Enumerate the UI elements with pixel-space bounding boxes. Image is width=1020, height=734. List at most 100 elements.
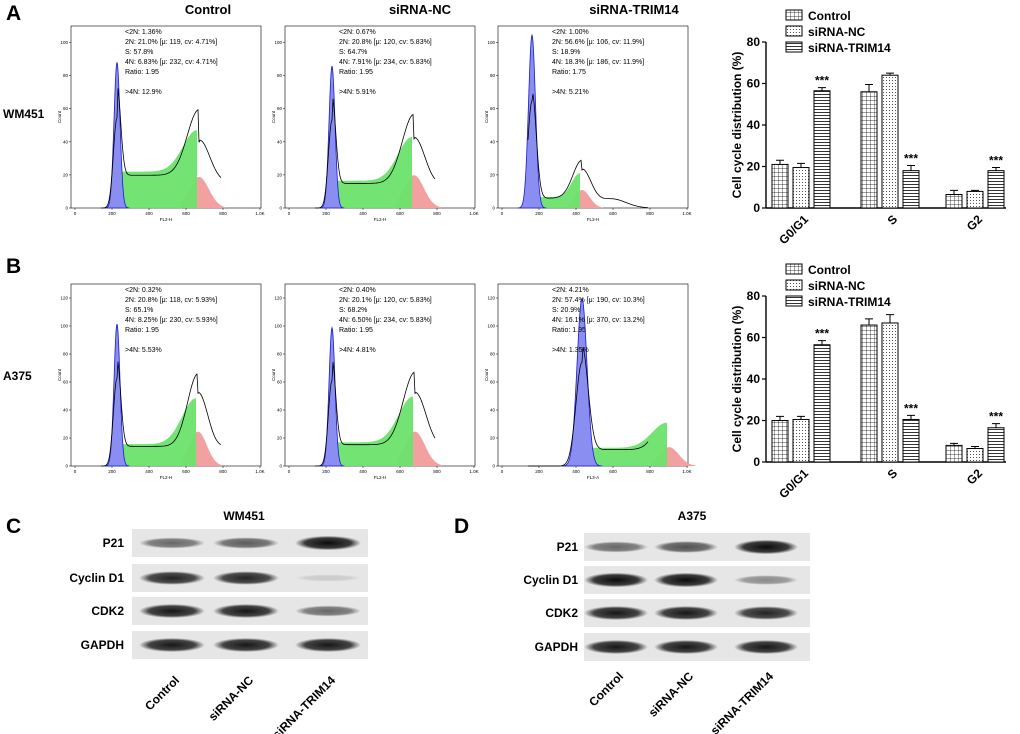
error-bar — [907, 414, 915, 420]
hist-y-tick: 0 — [279, 206, 282, 211]
hist-y-label: Count — [57, 110, 62, 123]
hist-stat-line: S: 20.9% — [552, 307, 580, 314]
hist-y-label: Count — [271, 110, 276, 123]
hist-x-tick: 0 — [501, 469, 504, 474]
hist-x-label: FL3-H — [587, 217, 600, 222]
bar-chart-b: 0 20 40 60 80 Cell cycle distribution (%) G0/G… — [726, 258, 1016, 501]
hist-stat-line: 2N: 20.1% [μ: 120, cv: 5.83%] — [339, 297, 432, 304]
histogram-a-sirna-nc: 0 200 400 600 800 1.0K 0 20 40 60 80 100 Count FL2-H <… — [269, 22, 479, 222]
y-tick-label: 20 — [747, 160, 761, 174]
hist-stat-line: S: 57.8% — [125, 49, 153, 56]
bar — [966, 190, 984, 209]
protein-band — [139, 537, 205, 549]
hist-stat-line: S: 18.9% — [552, 49, 580, 56]
error-bar — [886, 314, 894, 323]
hist-y-tick: 20 — [490, 172, 496, 177]
category-label: G2 — [964, 212, 985, 233]
error-bar — [797, 415, 805, 420]
hist-stat-line: 4N: 16.1% [μ: 370, cv: 13.2%] — [552, 317, 645, 324]
hist-y-tick: 60 — [490, 380, 496, 385]
column-title-sirna-nc: siRNA-NC — [388, 2, 452, 17]
hist-stat-line: <2N: 0.32% — [125, 287, 162, 294]
hist-stat-line: >4N: 1.35% — [552, 347, 589, 354]
hist-stat-line: <2N: 0.67% — [339, 29, 376, 36]
hist-x-tick: 200 — [322, 469, 330, 474]
hist-y-tick: 40 — [490, 139, 496, 144]
hist-x-tick: 600 — [182, 469, 190, 474]
error-bar — [818, 340, 826, 345]
protein-label: P21 — [557, 540, 579, 554]
hist-x-tick: 600 — [609, 211, 617, 216]
bar — [860, 324, 878, 463]
significance-marker: *** — [904, 401, 918, 415]
hist-x-tick: 800 — [219, 211, 227, 216]
hist-stat-line: Ratio: 1.95 — [552, 327, 586, 334]
y-tick-label: 60 — [747, 77, 761, 91]
hist-x-tick: 400 — [145, 211, 153, 216]
hist-y-tick: 40 — [63, 139, 69, 144]
protein-band — [213, 571, 279, 585]
significance-marker: *** — [815, 74, 829, 88]
hist-x-tick: 400 — [359, 211, 367, 216]
histogram-a-control: 0 200 400 600 800 1.0K 0 20 40 60 80 100 Count FL2-H <… — [55, 22, 265, 222]
g1-peak — [319, 326, 345, 467]
hist-y-tick: 80 — [63, 352, 69, 357]
legend-label: siRNA-TRIM14 — [808, 295, 891, 309]
hist-x-tick: 1.0K — [255, 211, 264, 216]
protein-band — [654, 639, 718, 655]
category-label: G0/G1 — [776, 466, 811, 501]
hist-x-tick: 1.0K — [682, 211, 691, 216]
protein-band — [213, 537, 279, 549]
bar — [792, 418, 810, 463]
error-bar — [950, 189, 958, 195]
error-bar — [865, 84, 873, 92]
bar — [881, 322, 899, 463]
hist-stat-line: <2N: 0.40% — [339, 287, 376, 294]
hist-y-tick: 100 — [274, 324, 282, 329]
error-bar — [886, 72, 894, 76]
hist-x-tick: 1.0K — [682, 469, 691, 474]
hist-y-tick: 20 — [63, 172, 69, 177]
error-bar — [776, 415, 784, 421]
y-axis-label: Cell cycle distribution (%) — [730, 306, 744, 453]
error-bar — [971, 445, 979, 449]
row-label-wm451: WM451 — [3, 107, 45, 121]
significance-marker: *** — [815, 327, 829, 341]
hist-y-tick: 0 — [492, 206, 495, 211]
bar — [945, 444, 963, 463]
hist-stat-line: <2N: 1.36% — [125, 29, 162, 36]
error-bar — [992, 167, 1000, 171]
hist-stat-line: >4N: 4.81% — [339, 347, 376, 354]
y-tick-label: 40 — [747, 118, 761, 132]
protein-band — [295, 535, 361, 551]
hist-stat-line: Ratio: 1.95 — [125, 69, 159, 76]
protein-band — [139, 603, 205, 619]
s-phase-region — [334, 396, 413, 466]
hist-x-tick: 400 — [572, 211, 580, 216]
hist-stat-line: 2N: 20.8% [μ: 120, cv: 5.83%] — [339, 39, 432, 46]
hist-y-tick: 40 — [490, 408, 496, 413]
legend-label: siRNA-TRIM14 — [808, 41, 891, 55]
hist-x-label: FL2-H — [160, 217, 173, 222]
bar — [902, 418, 920, 463]
hist-y-tick: 20 — [277, 436, 283, 441]
protein-label: CDK2 — [545, 606, 578, 620]
protein-label: CDK2 — [91, 604, 124, 618]
legend-label: siRNA-NC — [808, 25, 866, 39]
protein-band — [295, 574, 361, 582]
hist-y-tick: 60 — [277, 106, 283, 111]
column-title-sirna-trim14: siRNA-TRIM14 — [589, 2, 679, 17]
hist-frame — [284, 283, 476, 467]
protein-band — [654, 541, 718, 553]
lane-label: siRNA-NC — [646, 669, 697, 720]
hist-y-tick: 80 — [277, 352, 283, 357]
error-bar — [776, 159, 784, 165]
bar — [813, 90, 831, 209]
bar-chart-a: 0 20 40 60 80 Cell cycle distribution (%) G0/G… — [726, 4, 1016, 247]
y-tick-label: 40 — [747, 372, 761, 386]
category-label: G2 — [964, 466, 985, 487]
protein-band — [654, 605, 718, 621]
error-bar — [818, 87, 826, 91]
lane-label: Control — [142, 673, 182, 713]
hist-x-tick: 400 — [572, 469, 580, 474]
